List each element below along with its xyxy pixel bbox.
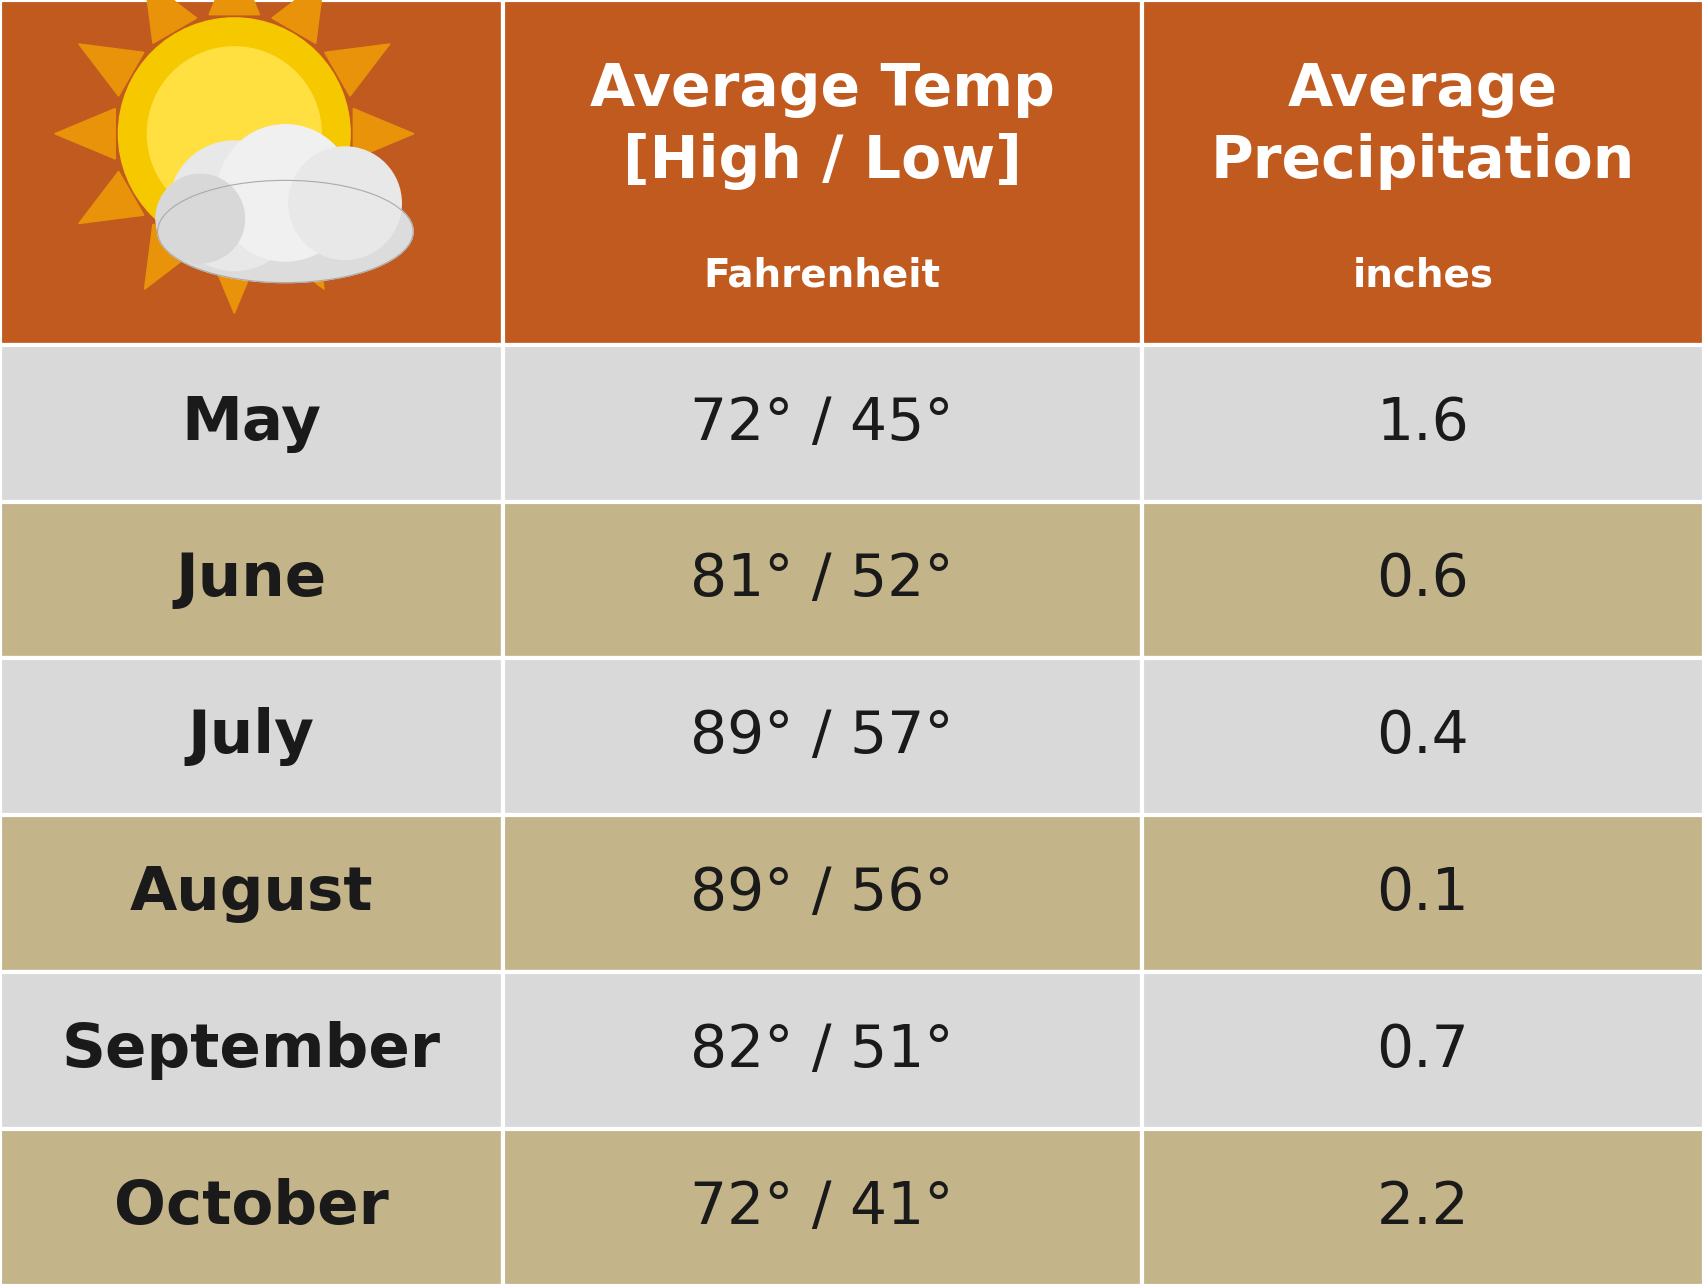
Polygon shape — [325, 171, 390, 224]
Bar — [0, 658, 503, 815]
Text: 0.1: 0.1 — [1377, 865, 1469, 922]
Ellipse shape — [118, 18, 351, 249]
Text: [High / Low]: [High / Low] — [622, 134, 1022, 190]
Bar — [1142, 658, 1704, 815]
Bar — [0, 972, 503, 1129]
Text: 89° / 57°: 89° / 57° — [690, 709, 954, 765]
Text: Average Temp: Average Temp — [590, 62, 1055, 118]
Bar — [503, 972, 1142, 1129]
Bar — [1142, 1129, 1704, 1286]
Text: 72° / 45°: 72° / 45° — [690, 395, 954, 451]
Bar — [0, 815, 503, 972]
Ellipse shape — [157, 180, 412, 283]
Polygon shape — [273, 0, 324, 44]
Bar — [503, 658, 1142, 815]
Bar — [1142, 345, 1704, 502]
Bar — [0, 502, 503, 658]
Bar — [503, 502, 1142, 658]
Bar — [503, 815, 1142, 972]
Text: 0.4: 0.4 — [1377, 709, 1469, 765]
Polygon shape — [353, 108, 414, 159]
Text: Fahrenheit: Fahrenheit — [704, 257, 941, 294]
Ellipse shape — [147, 46, 320, 221]
Text: 81° / 52°: 81° / 52° — [690, 552, 954, 608]
Text: Precipitation: Precipitation — [1212, 134, 1634, 190]
Text: June: June — [176, 550, 327, 610]
Polygon shape — [145, 224, 196, 289]
Text: 0.6: 0.6 — [1377, 552, 1469, 608]
Text: 89° / 56°: 89° / 56° — [690, 865, 954, 922]
Text: inches: inches — [1353, 257, 1493, 294]
Text: August: August — [130, 864, 373, 923]
Polygon shape — [55, 108, 116, 159]
Text: September: September — [61, 1021, 441, 1080]
Text: July: July — [187, 707, 315, 766]
Text: 2.2: 2.2 — [1377, 1179, 1469, 1236]
Text: 72° / 41°: 72° / 41° — [690, 1179, 954, 1236]
Ellipse shape — [288, 147, 402, 260]
Bar — [0, 0, 503, 345]
Text: 0.7: 0.7 — [1377, 1022, 1469, 1079]
Bar — [503, 345, 1142, 502]
Ellipse shape — [216, 125, 353, 261]
Text: 1.6: 1.6 — [1377, 395, 1469, 451]
Bar — [503, 0, 1142, 345]
Bar — [1142, 502, 1704, 658]
Polygon shape — [210, 253, 259, 314]
Text: Average: Average — [1288, 62, 1557, 118]
Polygon shape — [273, 224, 324, 289]
Bar — [503, 1129, 1142, 1286]
Text: May: May — [181, 394, 322, 453]
Polygon shape — [145, 0, 196, 44]
Polygon shape — [325, 44, 390, 96]
Ellipse shape — [170, 141, 300, 270]
Ellipse shape — [157, 175, 245, 262]
Bar — [1142, 972, 1704, 1129]
Bar — [1142, 0, 1704, 345]
Bar — [1142, 815, 1704, 972]
Polygon shape — [210, 0, 259, 14]
Bar — [0, 1129, 503, 1286]
Text: October: October — [114, 1178, 389, 1237]
Text: 82° / 51°: 82° / 51° — [690, 1022, 954, 1079]
Polygon shape — [78, 171, 143, 224]
Polygon shape — [78, 44, 143, 96]
Bar — [0, 345, 503, 502]
